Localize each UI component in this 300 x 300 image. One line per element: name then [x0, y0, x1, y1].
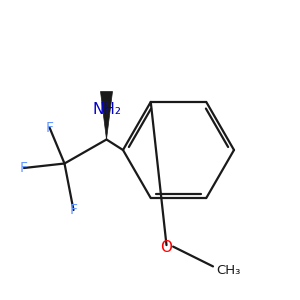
Text: F: F [20, 161, 28, 175]
Text: F: F [70, 203, 77, 217]
Text: O: O [160, 240, 172, 255]
Text: NH₂: NH₂ [92, 102, 121, 117]
Polygon shape [100, 92, 112, 140]
Text: F: F [46, 121, 53, 134]
Text: CH₃: CH₃ [216, 263, 240, 277]
